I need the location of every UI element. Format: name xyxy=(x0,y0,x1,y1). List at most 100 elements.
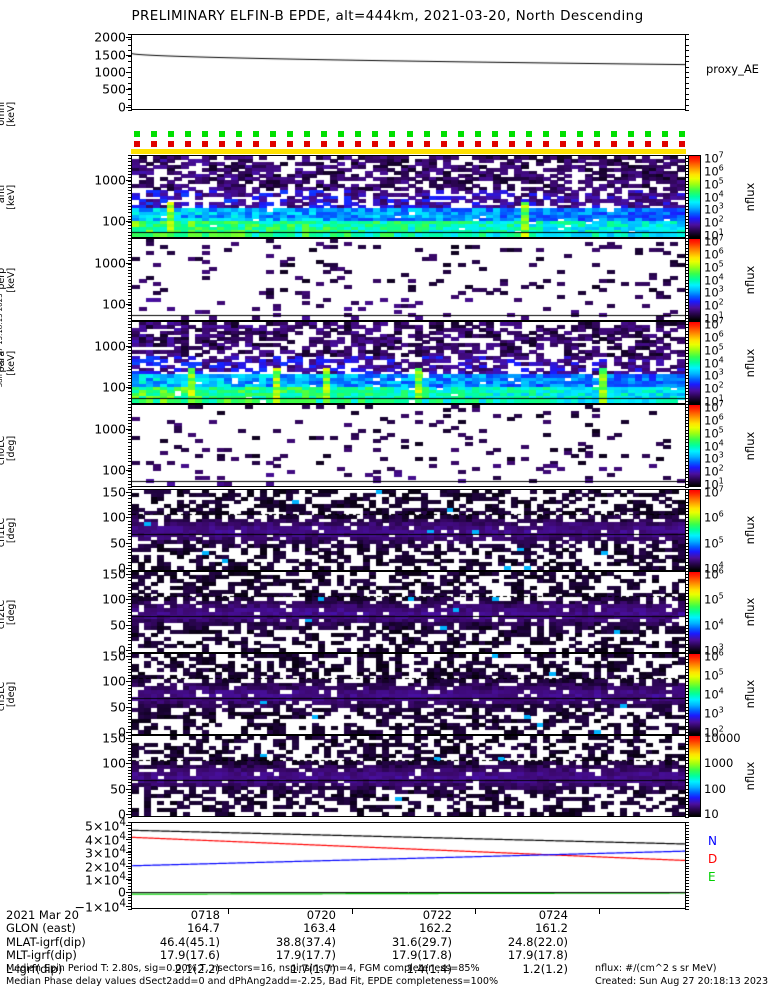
minortick-en-para-20 xyxy=(128,468,132,469)
colorbar-tick-en-anti-2: 105 xyxy=(704,259,724,275)
minortick-r-en-omni-1 xyxy=(685,158,689,159)
ytick-pa-ch1lc-3: 0 xyxy=(118,642,126,658)
minortick-r-en-para-10 xyxy=(685,436,689,437)
minortick-en-para-11 xyxy=(128,439,132,440)
status-dot-green-27 xyxy=(593,131,600,137)
minortick-r-pa-ch2lc-23 xyxy=(685,726,689,727)
minortick-r-pa-ch2lc-25 xyxy=(685,732,689,733)
minortick-r-proxy-ae-1 xyxy=(685,39,689,40)
bottom-cell-r0-c3: 0724 xyxy=(538,908,568,922)
minortick-en-para-26 xyxy=(128,487,132,488)
minortick-r-proxy-ae-11 xyxy=(685,94,689,95)
minortick-en-omni-4 xyxy=(128,168,132,169)
ytick-pa-ch0lc-1: 100 xyxy=(102,509,126,525)
minortick-pa-ch3lc-0 xyxy=(128,735,132,736)
minortick-en-perp-19 xyxy=(128,382,132,383)
status-dot-green-8 xyxy=(270,131,277,137)
minortick-pa-ch3lc-2 xyxy=(128,741,132,742)
tickmark-proxy-ae-0 xyxy=(126,37,132,38)
colorbar-tick-en-anti-5: 102 xyxy=(704,297,724,313)
minortick-r-pa-ch0lc-10 xyxy=(685,521,689,522)
minortick-r-en-omni-19 xyxy=(685,216,689,217)
minortick-r-pa-ch3lc-4 xyxy=(685,748,689,749)
bottom-cell-r1-c0: 164.7 xyxy=(187,921,220,936)
minortick-r-pa-ch3lc-8 xyxy=(685,760,689,761)
status-dot-red-22 xyxy=(508,141,515,147)
minortick-en-omni-20 xyxy=(128,219,132,220)
minortick-r-pa-ch0lc-5 xyxy=(685,505,689,506)
minortick-r-en-omni-6 xyxy=(685,174,689,175)
minortick-r-pa-ch2lc-6 xyxy=(685,672,689,673)
minortick-r-igrf-20 xyxy=(685,880,689,881)
colorbar-tick-en-anti-0: 107 xyxy=(704,233,724,249)
minortick-r-pa-ch1lc-4 xyxy=(685,584,689,585)
minortick-r-pa-ch0lc-25 xyxy=(685,568,689,569)
colorbar-tick-pa-ch1lc-0: 106 xyxy=(704,566,724,582)
minortick-r-en-omni-21 xyxy=(685,222,689,223)
minortick-en-perp-10 xyxy=(128,353,132,354)
plot-area-en-para xyxy=(132,405,685,486)
minortick-en-anti-3 xyxy=(128,248,132,249)
status-dot-red-27 xyxy=(593,141,600,147)
minortick-r-en-perp-24 xyxy=(685,398,689,399)
minortick-en-perp-2 xyxy=(128,327,132,328)
minortick-en-anti-4 xyxy=(128,251,132,252)
colorbar-tick-en-omni-4: 103 xyxy=(704,201,724,217)
minortick-pa-ch2lc-14 xyxy=(128,697,132,698)
minortick-pa-ch1lc-12 xyxy=(128,609,132,610)
colorbar-tick-pa-ch2lc-2: 104 xyxy=(704,686,724,702)
minortick-en-anti-1 xyxy=(128,241,132,242)
bottom-axis-table: 2021 Mar 20 0718 0720 0722 0724 GLON (east) 16… xyxy=(6,908,771,976)
minortick-r-en-perp-3 xyxy=(685,331,689,332)
minortick-r-en-perp-10 xyxy=(685,353,689,354)
bottom-cell-r4-c3: 1.2(1.2) xyxy=(522,961,568,976)
minortick-en-perp-5 xyxy=(128,337,132,338)
bottom-cell-r3-c3: 17.9(17.8) xyxy=(507,948,568,963)
minortick-r-pa-ch0lc-13 xyxy=(685,530,689,531)
ytick-pa-ch2lc-3: 0 xyxy=(118,724,126,740)
minortick-r-pa-ch1lc-23 xyxy=(685,644,689,645)
minortick-r-pa-ch2lc-20 xyxy=(685,716,689,717)
minortick-r-pa-ch1lc-7 xyxy=(685,593,689,594)
minortick-pa-ch0lc-19 xyxy=(128,549,132,550)
minortick-en-omni-24 xyxy=(128,232,132,233)
proxy-ae-right-label: proxy_AE xyxy=(706,62,759,76)
minortick-pa-ch2lc-8 xyxy=(128,678,132,679)
minortick-r-pa-ch3lc-24 xyxy=(685,811,689,812)
minortick-r-en-para-24 xyxy=(685,481,689,482)
minortick-en-perp-1 xyxy=(128,324,132,325)
minortick-en-omni-6 xyxy=(128,174,132,175)
minortick-r-en-perp-20 xyxy=(685,385,689,386)
plot-area-pa-ch1lc xyxy=(132,572,685,652)
minortick-igrf-1 xyxy=(128,825,132,826)
minortick-en-anti-10 xyxy=(128,270,132,271)
minortick-pa-ch1lc-0 xyxy=(128,571,132,572)
plot-area-pa-ch2lc xyxy=(132,654,685,734)
minortick-pa-ch2lc-3 xyxy=(128,662,132,663)
ytick-proxy-ae-2: 1000 xyxy=(94,64,126,80)
status-dot-green-23 xyxy=(525,131,532,137)
igrf-creation-stamp: Sun Aug 27 13:18:13 2023 xyxy=(0,293,4,388)
minortick-r-pa-ch1lc-13 xyxy=(685,612,689,613)
minortick-r-pa-ch2lc-1 xyxy=(685,656,689,657)
minortick-r-en-anti-3 xyxy=(685,248,689,249)
bottom-row-label-1: GLON (east) xyxy=(6,921,76,936)
minortick-pa-ch2lc-13 xyxy=(128,694,132,695)
minortick-r-pa-ch2lc-21 xyxy=(685,719,689,720)
minortick-igrf-18 xyxy=(128,874,132,875)
status-dot-red-20 xyxy=(474,141,481,147)
minortick-proxy-ae-1 xyxy=(128,39,132,40)
panel-proxy-ae xyxy=(131,34,686,110)
minortick-r-en-omni-0 xyxy=(685,155,689,156)
minortick-r-en-para-16 xyxy=(685,455,689,456)
minortick-en-perp-17 xyxy=(128,375,132,376)
minortick-igrf-15 xyxy=(128,866,132,867)
minortick-proxy-ae-0 xyxy=(128,34,132,35)
minortick-en-anti-13 xyxy=(128,280,132,281)
colorbar-tick-pa-ch3lc-1: 1000 xyxy=(704,756,734,771)
bottom-cell-r2-c0: 46.4(45.1) xyxy=(159,934,220,949)
colorbar-tick-en-para-0: 107 xyxy=(704,399,724,415)
ytick-en-anti-0: 1000 xyxy=(94,255,126,271)
minortick-en-omni-13 xyxy=(128,197,132,198)
minortick-r-pa-ch1lc-18 xyxy=(685,628,689,629)
